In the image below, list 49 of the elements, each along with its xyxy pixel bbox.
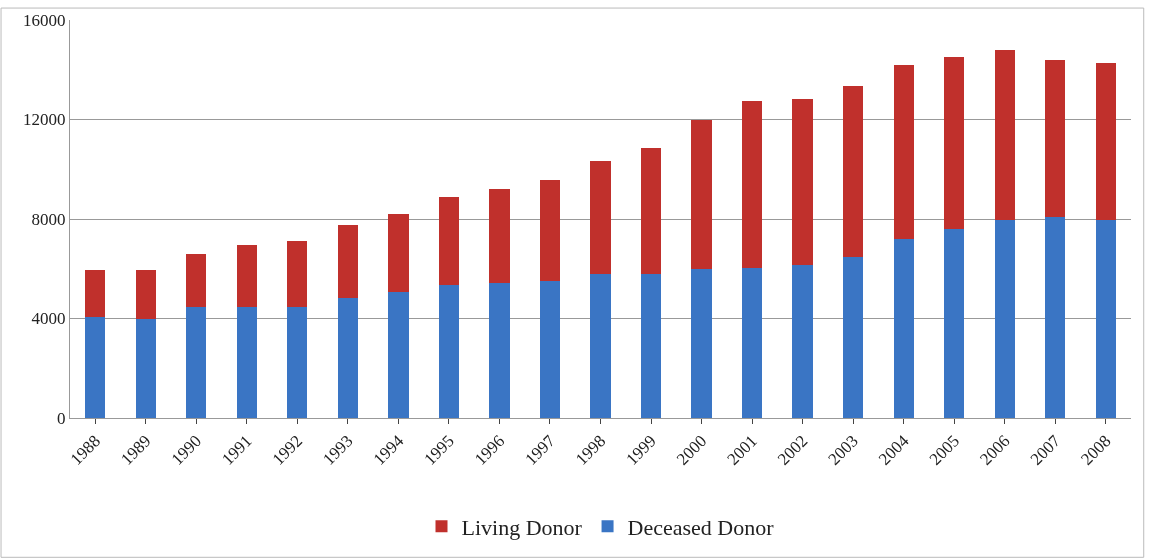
bar — [287, 306, 308, 418]
bar — [843, 86, 864, 257]
bar — [893, 239, 914, 418]
bar — [994, 219, 1015, 418]
bar — [1095, 63, 1116, 221]
bar — [135, 318, 156, 418]
bar — [337, 224, 358, 299]
bar — [186, 306, 207, 418]
y-tick-label: 8000 — [31, 209, 66, 229]
bar — [792, 264, 813, 418]
bar — [691, 120, 712, 270]
bar — [135, 269, 156, 319]
bar — [438, 284, 460, 418]
bar — [1045, 59, 1066, 217]
y-tick-label: 12000 — [23, 110, 66, 130]
bar — [236, 306, 257, 418]
bar — [893, 65, 914, 240]
bar — [640, 273, 662, 418]
y-tick-label: 0 — [57, 408, 66, 428]
legend-label: Deceased Donor — [627, 514, 775, 540]
bar — [590, 160, 611, 274]
bar — [792, 98, 813, 265]
bar — [337, 298, 358, 418]
bar — [1045, 216, 1066, 418]
bar — [843, 256, 864, 418]
bar — [489, 189, 510, 284]
bar — [1095, 220, 1116, 418]
bar — [944, 56, 965, 230]
bar — [236, 244, 257, 307]
bar — [944, 229, 965, 418]
y-tick-label: 4000 — [31, 309, 66, 329]
bar — [640, 148, 662, 274]
legend-label: Living Donor — [461, 514, 583, 540]
bar — [741, 267, 763, 418]
bar — [287, 240, 308, 307]
bar — [438, 196, 460, 285]
y-tick-label: 16000 — [23, 10, 66, 30]
bar — [85, 269, 106, 317]
bar — [489, 283, 510, 418]
bar — [590, 273, 611, 418]
bar — [388, 292, 409, 418]
bar — [691, 269, 712, 418]
bar — [85, 316, 106, 418]
bar — [741, 101, 763, 268]
bar — [539, 281, 561, 418]
bar — [186, 253, 207, 307]
bar — [539, 180, 561, 282]
bar — [388, 213, 409, 293]
bar — [994, 50, 1015, 220]
